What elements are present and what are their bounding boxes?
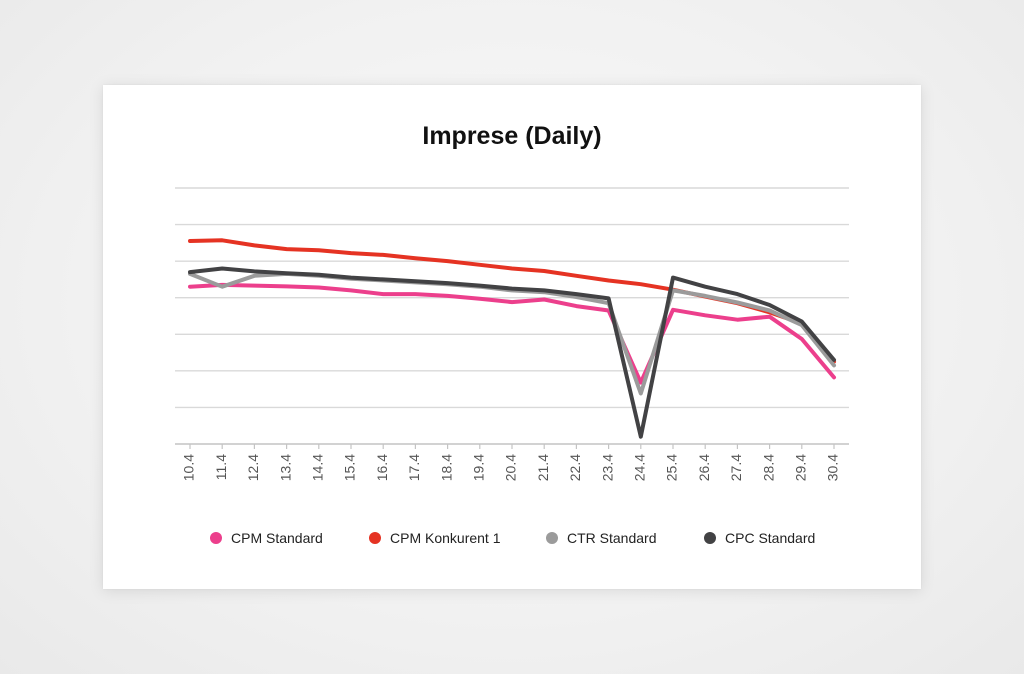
legend-label: CPM Konkurent 1: [390, 530, 501, 546]
chart-legend: CPM Standard CPM Konkurent 1 CTR Standard C…: [103, 528, 921, 548]
x-tick-label: 22.4: [567, 454, 583, 481]
x-tick-label: 28.4: [760, 454, 776, 481]
legend-marker: [369, 532, 381, 544]
x-tick-label: 16.4: [374, 454, 390, 481]
x-tick-label: 30.4: [825, 454, 841, 481]
legend-marker: [704, 532, 716, 544]
line-chart: 10.4 11.4 12.4 13.4 14.4 15.4 16.4 17.4 18.4 19.4…: [175, 187, 849, 481]
chart-card: Imprese (Daily) 10.4 11.4 12.4 13.4 14.4 15.4…: [103, 85, 921, 589]
series-line-cpc-standard: [188, 266, 836, 439]
x-tick-label: 10.4: [181, 454, 197, 481]
x-tick-label: 27.4: [728, 454, 744, 481]
x-tick-label: 11.4: [213, 454, 229, 480]
x-tick-label: 26.4: [696, 454, 712, 481]
legend-marker: [546, 532, 558, 544]
x-tick-label: 15.4: [342, 454, 358, 481]
x-tick-label: 12.4: [245, 454, 261, 481]
x-tick-label: 13.4: [277, 454, 293, 481]
legend-item: CPM Konkurent 1: [369, 528, 501, 548]
legend-marker: [210, 532, 222, 544]
legend-label: CTR Standard: [567, 530, 657, 546]
x-tick-label: 19.4: [471, 454, 487, 481]
x-tick-label: 20.4: [503, 454, 519, 481]
chart-title: Imprese (Daily): [422, 122, 602, 150]
legend-label: CPC Standard: [725, 530, 816, 546]
legend-item: CTR Standard: [546, 528, 656, 548]
legend-item: CPC Standard: [704, 528, 815, 548]
x-tick-label: 14.4: [310, 454, 326, 481]
x-tick-label: 29.4: [793, 454, 809, 481]
x-tick-label: 24.4: [632, 454, 648, 481]
legend-item: CPM Standard: [210, 528, 323, 548]
x-tick-label: 23.4: [599, 454, 615, 481]
legend-label: CPM Standard: [231, 530, 323, 546]
x-tick-label: 25.4: [664, 454, 680, 481]
x-tick-label: 21.4: [535, 454, 551, 481]
x-tick-label: 18.4: [438, 454, 454, 481]
series-line-cpm-standard: [188, 282, 836, 385]
x-tick-label: 17.4: [406, 454, 422, 481]
